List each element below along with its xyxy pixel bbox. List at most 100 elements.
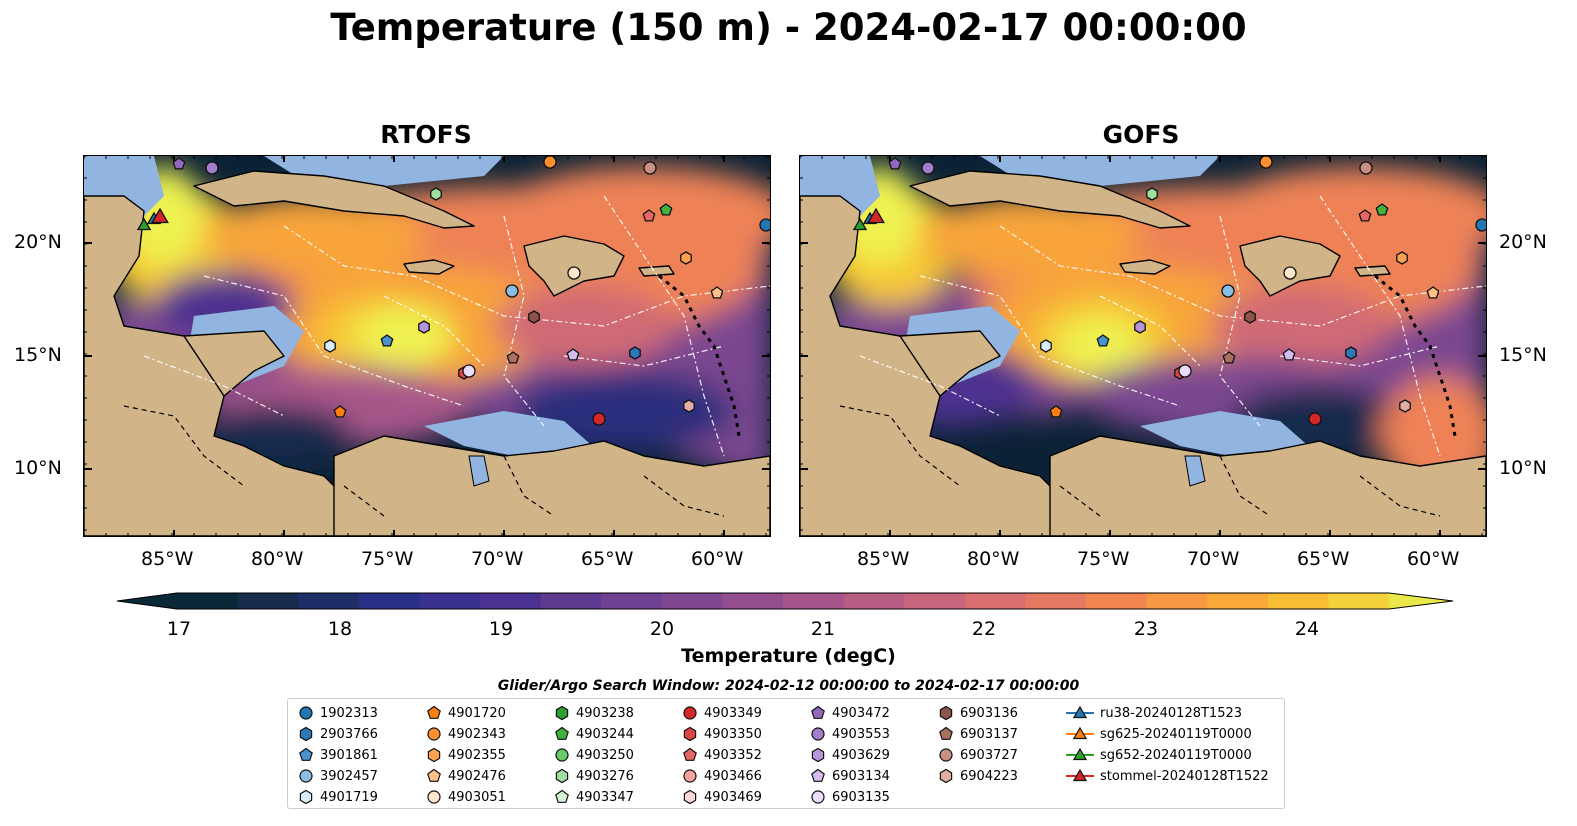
legend-marker-icon — [683, 726, 697, 742]
eez-boundary — [999, 225, 1486, 327]
lesser-antilles-islands — [1374, 274, 1457, 437]
lat-label-10n-right: 10°N — [1499, 457, 1547, 479]
float-marker — [1399, 399, 1411, 413]
legend-marker-icon — [427, 727, 441, 741]
legend-label: 4903553 — [832, 726, 890, 742]
glider-marker — [136, 217, 152, 231]
lon-label-85w-right: 85°W — [857, 548, 910, 570]
legend-label: ru38-20240128T1523 — [1100, 705, 1243, 721]
legend-marker-icon — [427, 705, 441, 719]
lon-label-65w-right: 65°W — [1297, 548, 1350, 570]
float-marker — [1345, 346, 1357, 360]
float-marker — [1426, 286, 1440, 299]
panel-title-gofs: GOFS — [1102, 120, 1180, 149]
legend-item: 4903350 — [682, 724, 762, 744]
eez-boundary — [859, 355, 1001, 417]
legend-item: 4903466 — [682, 766, 762, 786]
legend-item: sg625-20240119T0000 — [1066, 724, 1252, 744]
float-marker — [642, 209, 656, 222]
legend-marker-icon — [1066, 726, 1094, 740]
legend-label: 6903136 — [960, 705, 1018, 721]
legend-item: 4902355 — [426, 745, 506, 765]
float-marker — [506, 351, 520, 364]
legend-marker-icon — [555, 768, 569, 784]
colorbar-segment — [1267, 593, 1329, 609]
float-marker — [1358, 209, 1372, 222]
legend-label: 4903347 — [576, 789, 634, 805]
panel-title-rtofs: RTOFS — [380, 120, 472, 149]
float-marker — [710, 286, 724, 299]
legend-marker-icon — [939, 748, 953, 762]
map-panel-gofs[interactable] — [799, 155, 1487, 537]
eez-boundary — [919, 275, 1181, 407]
legend-item: ru38-20240128T1523 — [1066, 703, 1242, 723]
land-cuba — [193, 170, 475, 229]
land-hispaniola — [523, 235, 625, 297]
float-marker — [205, 161, 219, 175]
lat-label-20n-right: 20°N — [1499, 231, 1547, 253]
legend-item: 6904223 — [938, 766, 1018, 786]
legend-label: 4903349 — [704, 705, 762, 721]
eez-boundary — [203, 275, 465, 407]
legend-marker-icon — [939, 726, 953, 740]
lon-label-65w-left: 65°W — [581, 548, 634, 570]
lake-maracaibo — [1184, 455, 1206, 487]
float-marker — [921, 161, 935, 175]
float-marker — [643, 161, 657, 175]
float-marker — [418, 320, 430, 334]
colorbar-segment — [1146, 593, 1208, 609]
legend-item: 1902313 — [298, 703, 378, 723]
legend-label: 1902313 — [320, 705, 378, 721]
legend-marker-icon — [299, 769, 313, 783]
glider-marker — [867, 207, 885, 224]
legend-marker-icon — [811, 747, 825, 763]
land-south-america — [1049, 435, 1486, 536]
float-marker — [172, 157, 186, 170]
float-marker — [1308, 412, 1322, 426]
colorbar-segment — [904, 593, 966, 609]
legend-item: 4903276 — [554, 766, 634, 786]
temperature-field — [104, 166, 770, 486]
legend-item: 6903727 — [938, 745, 1018, 765]
land-puerto-rico — [638, 265, 675, 277]
legend-marker-icon — [939, 768, 953, 784]
glider-marker — [151, 207, 169, 224]
legend-label: 4902355 — [448, 747, 506, 763]
legend-item: 6903137 — [938, 724, 1018, 744]
colorbar-segment — [1328, 593, 1390, 609]
legend-marker-icon — [299, 726, 313, 742]
colorbar-tick-17: 17 — [166, 618, 192, 640]
colorbar-outline — [116, 592, 1454, 610]
float-marker — [543, 156, 557, 169]
colorbar-segment — [661, 593, 723, 609]
country-border — [1359, 475, 1441, 517]
legend-marker-icon — [299, 706, 313, 720]
legend-item: 4903238 — [554, 703, 634, 723]
legend-marker-icon — [299, 789, 313, 805]
legend-item: 4903629 — [810, 745, 890, 765]
float-marker — [888, 157, 902, 170]
legend-item: 6903134 — [810, 766, 890, 786]
colorbar — [116, 592, 1454, 610]
float-marker — [592, 412, 606, 426]
float-marker — [505, 284, 519, 298]
legend-marker-icon — [427, 747, 441, 763]
legend-label: 4902343 — [448, 726, 506, 742]
lon-label-60w-right: 60°W — [1407, 548, 1460, 570]
eez-boundary — [603, 195, 725, 457]
land-honduras — [183, 330, 285, 397]
colorbar-segment — [1207, 593, 1269, 609]
float-marker — [1040, 339, 1052, 353]
legend-marker-icon — [555, 789, 569, 803]
legend-label: 4903350 — [704, 726, 762, 742]
legend-marker-icon — [939, 705, 953, 721]
float-marker — [1259, 156, 1273, 169]
continental-shelf — [1140, 411, 1320, 456]
float-marker — [1283, 266, 1297, 280]
legend-item: 4902476 — [426, 766, 506, 786]
lon-label-80w-left: 80°W — [251, 548, 304, 570]
map-panel-rtofs[interactable] — [83, 155, 771, 537]
float-marker — [1222, 351, 1236, 364]
float-marker — [1221, 284, 1235, 298]
float-marker — [1146, 187, 1158, 201]
